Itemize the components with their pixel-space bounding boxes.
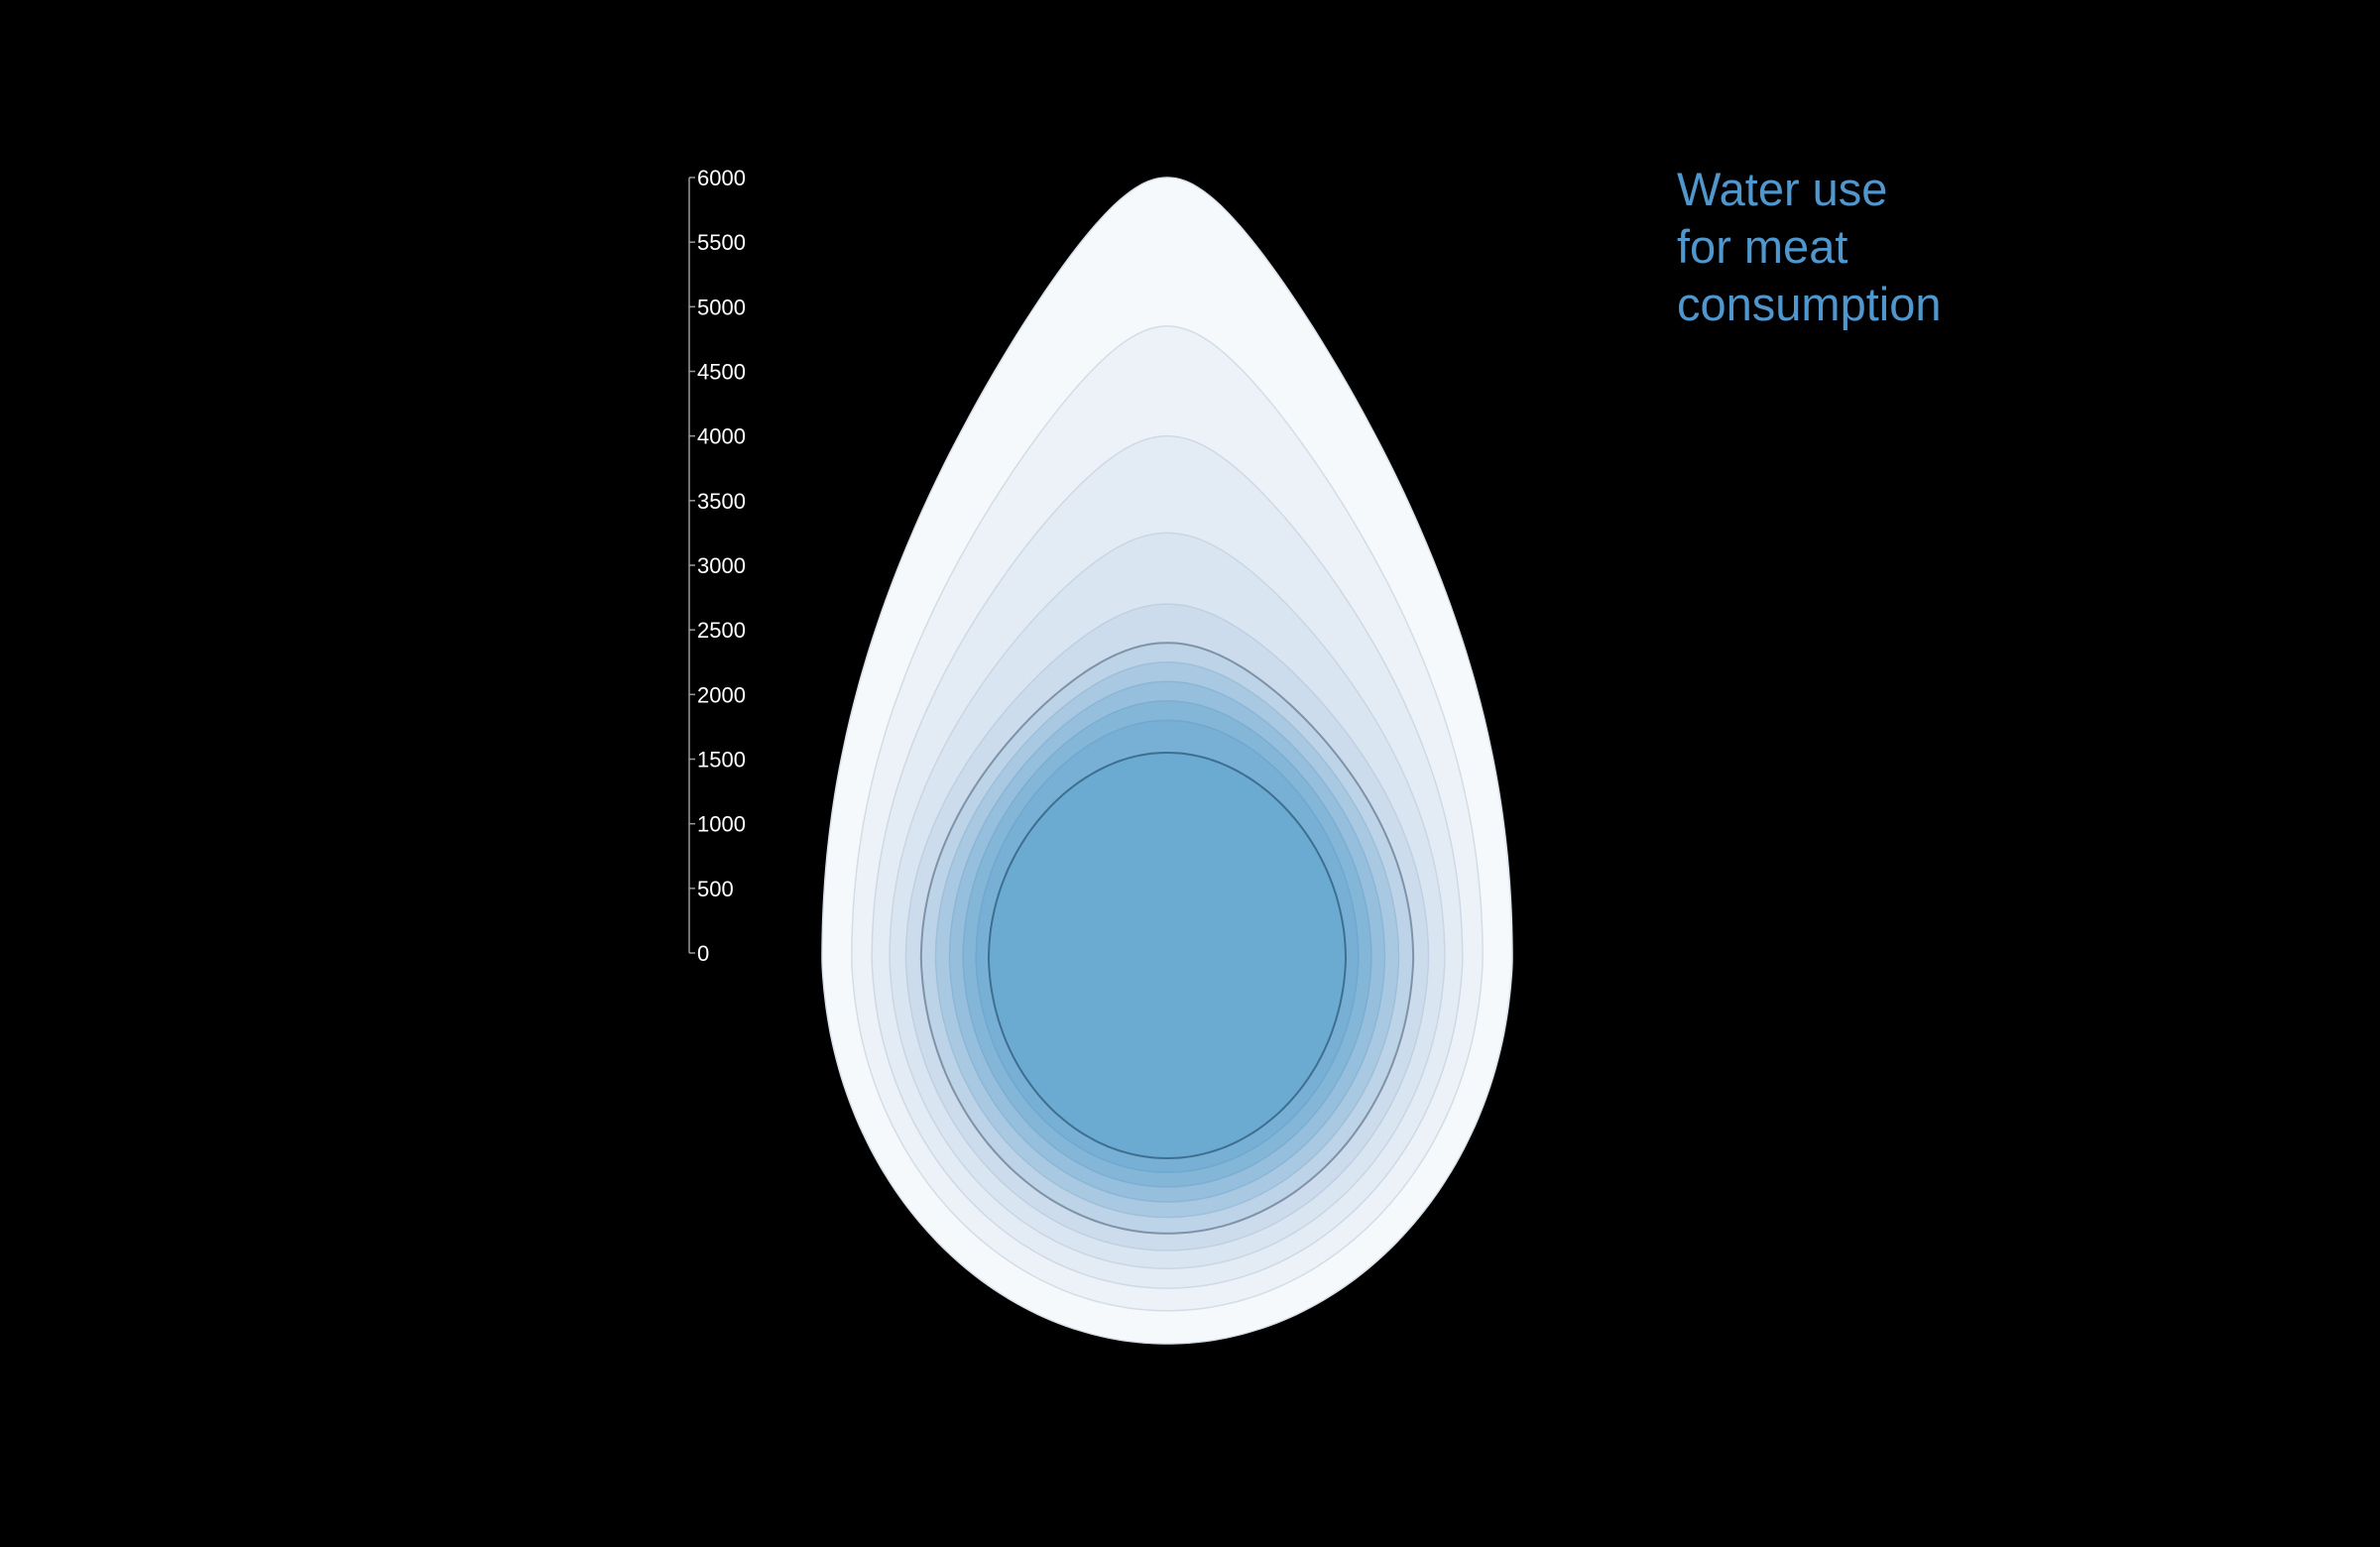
y-tick-label: 6000 [697,166,746,190]
y-tick-label: 5000 [697,295,746,319]
y-tick-label: 500 [697,877,734,901]
y-tick-label: 2500 [697,618,746,643]
y-tick-label: 5500 [697,230,746,255]
chart-title-line-2: for meat [1677,220,1848,273]
chart-title-line-3: consumption [1677,278,1942,330]
chart-title: Water use for meat consumption [1677,161,2272,333]
y-tick-label: 4500 [697,360,746,385]
y-tick-label: 1000 [697,812,746,837]
chart-title-line-1: Water use [1677,163,1888,215]
y-tick-label: 0 [697,941,709,966]
y-axis: 0 500 1000 1500 2000 2500 3000 3500 4000 4500 5000… [688,166,746,966]
y-tick-label: 4000 [697,424,746,449]
y-tick-label: 3500 [697,489,746,514]
y-tick-label: 1500 [697,748,746,773]
y-tick-label: 3000 [697,553,746,578]
density-contours [821,177,1513,1345]
y-axis-ticks: 0 500 1000 1500 2000 2500 3000 3500 4000 4500 5000… [689,166,746,966]
contour-level-11 [987,751,1348,1160]
y-tick-label: 2000 [697,682,746,707]
